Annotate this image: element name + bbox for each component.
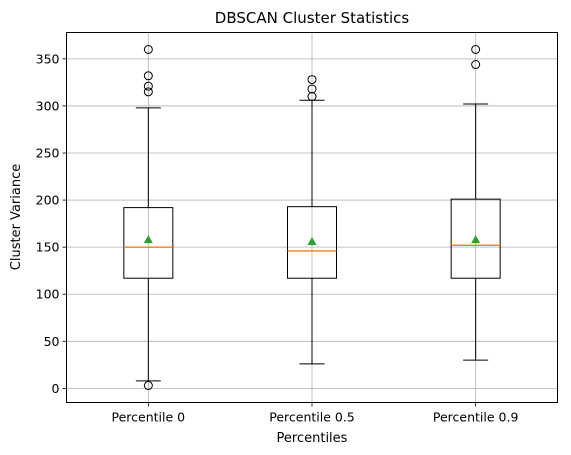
y-tick-label: 50 [44,334,60,349]
axis-ticks: 0 50 100 150 200 250 300 350 Percentile 0 Percent… [36,51,519,424]
y-tick-label: 150 [36,240,60,255]
x-tick-label: Percentile 0.9 [433,410,519,425]
outlier-point [143,87,153,97]
x-tick-label: Percentile 0.5 [269,410,355,425]
outlier-point [143,71,153,81]
x-tick-label: Percentile 0 [112,410,186,425]
plot-data [123,44,501,391]
iqr-box [287,206,337,279]
y-tick-label: 0 [52,381,60,396]
y-axis-label: Cluster Variance [9,164,24,270]
y-tick-label: 350 [36,51,60,66]
outlier-point [307,84,317,94]
y-tick-label: 100 [36,287,60,302]
outlier-point [143,44,153,54]
y-tick-label: 300 [36,98,60,113]
y-tick-label: 250 [36,146,60,161]
mean-marker [471,235,481,244]
outlier-point [143,81,153,91]
mean-marker [307,237,317,246]
iqr-box [123,207,174,279]
y-tick-label: 200 [36,193,60,208]
x-axis-label: Percentiles [277,431,348,446]
outlier-point [307,75,317,85]
outlier-point [143,381,153,391]
chart-title: DBSCAN Cluster Statistics [215,9,410,27]
iqr-box [450,198,501,279]
outlier-point [471,44,481,54]
outlier-point [471,60,481,70]
mean-marker [143,235,153,244]
